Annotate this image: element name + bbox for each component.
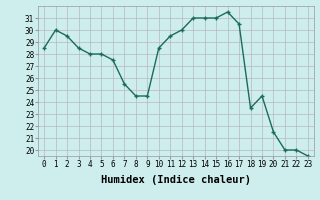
X-axis label: Humidex (Indice chaleur): Humidex (Indice chaleur) bbox=[101, 175, 251, 185]
